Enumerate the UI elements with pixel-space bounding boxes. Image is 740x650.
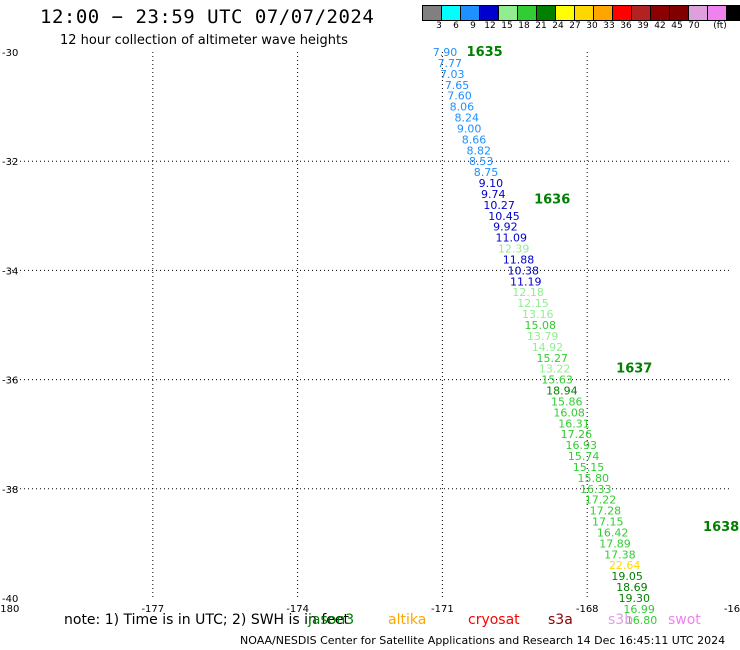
wave-height-label: 12.18	[512, 286, 544, 299]
wave-height-label: 17.22	[585, 494, 617, 507]
lat-tick-label: -36	[2, 376, 18, 387]
wave-height-label: 15.63	[541, 374, 573, 387]
legend-label: 21	[535, 21, 547, 31]
wave-height-label: 10.38	[508, 264, 540, 277]
pass-time-label: 1636	[534, 192, 570, 207]
satellite-label: altika	[388, 612, 427, 628]
pass-time-label: 1637	[616, 362, 652, 377]
wave-height-label: 11.88	[503, 253, 535, 266]
legend-label: 15	[501, 21, 513, 31]
wave-height-label: 22.64	[609, 559, 641, 572]
wave-height-label: 9.74	[481, 188, 506, 201]
wave-height-label: 15.27	[537, 352, 569, 365]
lat-tick-label: -38	[2, 485, 18, 496]
legend-label: 42	[654, 21, 666, 31]
wave-height-label: 7.03	[440, 68, 465, 81]
wave-height-label: 17.89	[599, 537, 631, 550]
satellite-label: s3a	[548, 612, 573, 628]
wave-height-label: 17.28	[590, 505, 622, 518]
pass-time-label: 1638	[703, 520, 739, 535]
lon-tick-label: -171	[431, 604, 454, 615]
wave-height-label: 16.08	[553, 406, 585, 419]
wave-height-label: 9.00	[457, 122, 482, 135]
wave-height-label: 12.15	[517, 297, 549, 310]
lon-tick-label: -177	[141, 604, 164, 615]
wave-height-label: 10.27	[483, 199, 514, 212]
wave-height-label: 8.82	[467, 144, 492, 157]
wave-height-label: 8.66	[462, 133, 487, 146]
wave-height-label: 13.16	[522, 308, 554, 321]
lat-tick-label: -34	[2, 266, 18, 277]
wave-height-label: 8.53	[469, 155, 494, 168]
wave-height-label: 17.26	[561, 428, 593, 441]
lat-tick-label: -40	[2, 594, 18, 605]
legend-label: 39	[637, 21, 649, 31]
wave-height-label: 11.09	[495, 232, 527, 245]
wave-height-label: 8.24	[454, 112, 479, 125]
wave-height-label: 17.15	[592, 516, 624, 529]
wave-height-label: 16.33	[580, 483, 612, 496]
wave-height-label: 7.65	[445, 79, 470, 92]
satellite-label: cryosat	[468, 612, 520, 628]
pass-time-label: 1635	[467, 45, 503, 60]
wave-height-label: 16.99	[623, 603, 655, 616]
legend-label: 9	[470, 21, 476, 31]
lat-tick-label: -32	[2, 157, 18, 168]
legend-label: 70	[688, 21, 700, 31]
legend-label: 6	[453, 21, 459, 31]
legend-label: 30	[586, 21, 598, 31]
wave-height-label: 8.06	[450, 101, 475, 114]
wave-height-label: 8.75	[474, 166, 499, 179]
legend-label: 36	[620, 21, 632, 31]
wave-height-label: 10.45	[488, 210, 519, 223]
wave-height-label: 15.74	[568, 450, 600, 463]
satellite-label: swot	[668, 612, 701, 628]
wave-height-label: 7.60	[447, 90, 472, 103]
wave-height-label: 15.80	[578, 472, 610, 485]
lon-tick-label: -168	[576, 604, 599, 615]
wave-height-label: 14.92	[532, 341, 564, 354]
legend-swatch	[726, 5, 740, 21]
wave-height-label: 18.69	[616, 581, 648, 594]
wave-height-label: 7.77	[438, 57, 463, 70]
wave-height-label: 12.39	[498, 243, 530, 256]
legend-label: 12	[484, 21, 496, 31]
lon-tick-label: -16	[724, 604, 740, 615]
map-subtitle: 12 hour collection of altimeter wave hei…	[60, 33, 348, 48]
legend-label: 18	[518, 21, 530, 31]
wave-height-label: 13.79	[527, 330, 559, 343]
satellite-label: jason3	[308, 612, 355, 628]
wave-height-label: 15.86	[551, 395, 583, 408]
wave-height-label: 17.38	[604, 548, 636, 561]
wave-height-label: 18.94	[546, 385, 578, 398]
wave-height-label: 13.22	[539, 363, 571, 376]
wave-height-label: 16.80	[626, 614, 658, 627]
wave-height-label: 16.31	[558, 417, 590, 430]
wave-height-label: 19.05	[611, 570, 643, 583]
map-title: 12:00 − 23:59 UTC 07/07/2024	[40, 6, 375, 28]
wave-height-label: 15.15	[573, 461, 605, 474]
lon-tick-label: -180	[0, 604, 19, 615]
credit-footer: NOAA/NESDIS Center for Satellite Applica…	[240, 634, 726, 647]
wave-height-label: 7.90	[433, 46, 458, 59]
footnote: note: 1) Time is in UTC; 2) SWH is in fe…	[64, 612, 350, 628]
legend-label: 24	[552, 21, 564, 31]
wave-height-label: 15.08	[524, 319, 556, 332]
color-legend	[422, 5, 740, 21]
legend-label: 45	[671, 21, 683, 31]
legend-label: 3	[436, 21, 442, 31]
wave-height-label: 16.42	[597, 526, 629, 539]
satellite-label: s3b	[608, 612, 634, 628]
legend-unit: (ft)	[713, 21, 727, 31]
lat-tick-label: -30	[2, 48, 18, 59]
legend-label: 33	[603, 21, 615, 31]
wave-height-label: 19.30	[619, 592, 651, 605]
wave-height-label: 9.10	[479, 177, 504, 190]
lon-tick-label: -174	[286, 604, 309, 615]
wave-height-label: 16.93	[565, 439, 597, 452]
wave-height-label: 11.19	[510, 275, 542, 288]
legend-label: 27	[569, 21, 581, 31]
wave-height-label: 9.92	[493, 221, 517, 234]
